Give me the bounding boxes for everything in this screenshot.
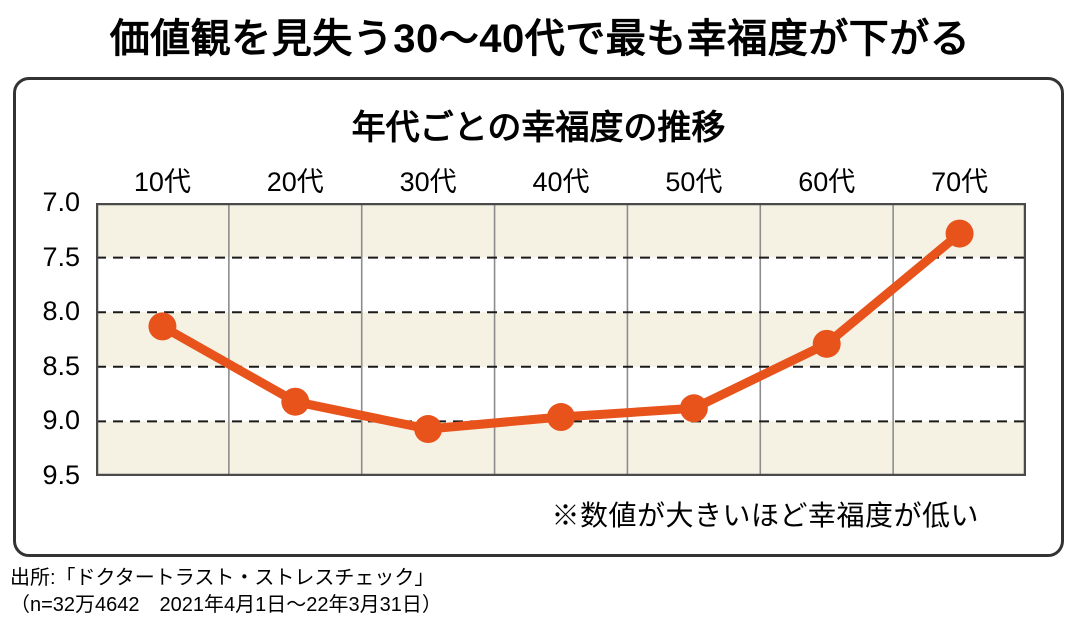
plot-area: [95, 202, 1027, 477]
x-axis-labels: 10代 20代 30代 40代 50代 60代 70代: [96, 160, 1026, 199]
y-axis-tick-8.5: 8.5: [42, 350, 80, 381]
source-line-1: 出所:「ドクタートラスト・ストレスチェック」: [10, 567, 435, 589]
chart-note: ※数値が大きいほど幸福度が低い: [551, 500, 979, 531]
data-point-60代: [812, 329, 841, 358]
page-title: 価値観を見失う30〜40代で最も幸福度が下がる: [109, 17, 971, 61]
y-axis-labels: 7.0 7.5 8.0 8.5 9.0 9.5: [16, 80, 86, 500]
x-axis-label-30s: 30代: [399, 167, 457, 197]
plot-band: [96, 257, 1026, 313]
data-point-30代: [414, 415, 443, 444]
x-axis-label-60s: 60代: [798, 167, 856, 197]
x-axis-label-70s: 70代: [931, 167, 989, 197]
source-line-2: （n=32万4642 2021年4月1日〜22年3月31日）: [10, 594, 442, 616]
chart-panel: 年代ごとの幸福度の推移 10代 20代 30代 40代 50代 60代 70代 …: [13, 77, 1064, 557]
x-axis-label-10s: 10代: [133, 167, 191, 197]
y-axis-tick-8.0: 8.0: [42, 295, 80, 326]
x-axis-label-40s: 40代: [532, 167, 590, 197]
line-chart-svg: [95, 202, 1027, 477]
data-point-70代: [945, 219, 974, 248]
x-axis-label-50s: 50代: [665, 167, 723, 197]
y-axis-tick-7.5: 7.5: [42, 241, 80, 272]
y-axis-tick-9.5: 9.5: [42, 459, 80, 490]
plot-border: [95, 202, 1027, 477]
y-axis-tick-9.0: 9.0: [42, 404, 80, 435]
x-axis-label-20s: 20代: [266, 167, 324, 197]
y-axis-tick-7.0: 7.0: [42, 186, 80, 217]
data-point-20代: [281, 387, 310, 416]
chart-title: 年代ごとの幸福度の推移: [351, 110, 726, 147]
data-point-10代: [148, 312, 177, 341]
data-point-40代: [547, 403, 575, 432]
plot-band: [96, 312, 1026, 367]
data-point-50代: [679, 394, 708, 423]
plot-band: [96, 203, 1026, 258]
source-text: 出所:「ドクタートラスト・ストレスチェック」 （n=32万4642 2021年4…: [10, 565, 442, 619]
